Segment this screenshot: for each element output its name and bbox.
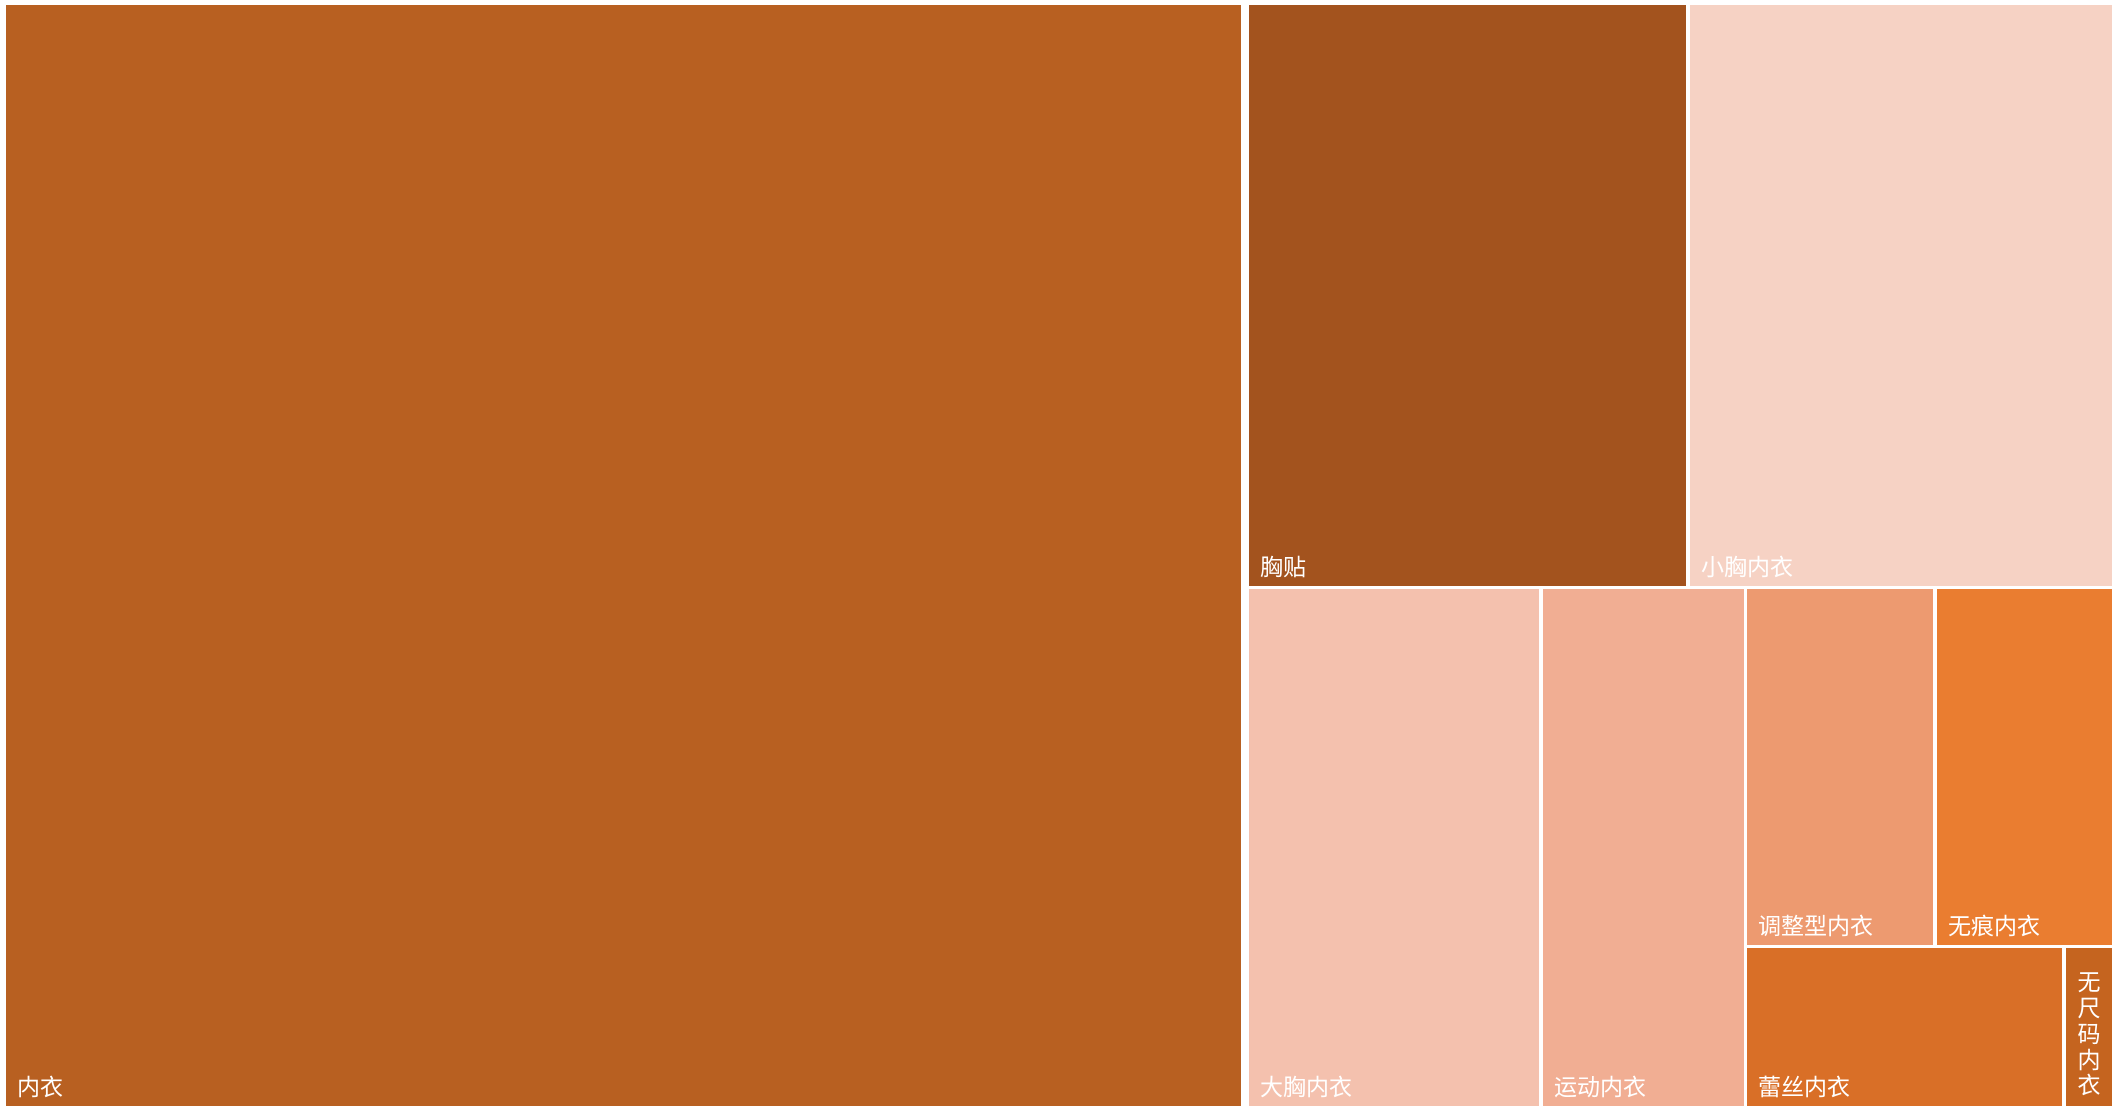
- treemap-tile-label: 运动内衣: [1554, 1075, 1646, 1101]
- treemap-tile-label: 胸贴: [1260, 555, 1306, 581]
- treemap-tile: 运动内衣: [1543, 589, 1744, 1106]
- treemap-tile: 胸贴: [1249, 5, 1686, 586]
- treemap-tile: 内衣: [6, 5, 1241, 1106]
- treemap-tile-label: 内衣: [17, 1075, 63, 1101]
- treemap-tile-label: 无尺码内衣: [2077, 970, 2101, 1100]
- treemap-tile-label: 调整型内衣: [1758, 914, 1873, 940]
- treemap-tile: 小胸内衣: [1690, 5, 2112, 586]
- treemap-tile: 蕾丝内衣: [1747, 948, 2062, 1106]
- treemap-tile: 大胸内衣: [1249, 589, 1539, 1106]
- treemap-tile: 无痕内衣: [1937, 589, 2112, 945]
- treemap-tile-label: 无痕内衣: [1948, 914, 2040, 940]
- treemap-tile-label: 小胸内衣: [1701, 555, 1793, 581]
- treemap-tile-label: 大胸内衣: [1260, 1075, 1352, 1101]
- treemap-tile: 调整型内衣: [1747, 589, 1933, 945]
- treemap-tile: 无尺码内衣: [2066, 948, 2112, 1106]
- treemap-tile-label: 蕾丝内衣: [1758, 1075, 1850, 1101]
